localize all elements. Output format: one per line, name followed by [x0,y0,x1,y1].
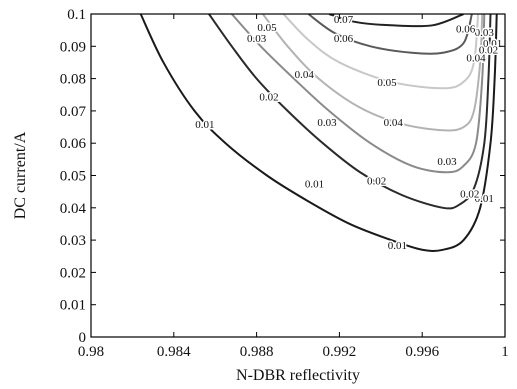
contour-label: 0.03 [475,27,495,39]
x-tick-label: 0.988 [240,344,274,360]
contour-label: 0.05 [377,77,397,89]
y-axis-ticks: 00.010.020.030.040.050.060.070.080.090.1 [60,7,505,346]
contour-label: 0.06 [334,33,354,45]
contour-label: 0.06 [456,24,476,36]
contour-label: 0.07 [334,14,354,26]
y-tick-label: 0.05 [60,169,86,185]
contour-label: 0.05 [257,22,277,34]
y-tick-label: 0.08 [60,72,86,88]
plot-frame [90,13,506,338]
y-tick-label: 0.09 [60,39,86,55]
contour-label: 0.03 [437,156,457,168]
contour-label: 0.04 [466,53,486,65]
contour-label: 0.02 [479,45,498,57]
contour-labels: 0.010.010.010.010.010.020.020.020.020.03… [194,12,504,253]
contour-line-0-02 [208,14,492,210]
contour-line-0-03 [231,14,486,174]
y-tick-label: 0.06 [60,136,87,152]
x-tick-label: 0.992 [323,344,357,360]
y-tick-label: 0.1 [67,7,86,23]
contour-label: 0.03 [247,33,267,45]
contour-line-0-05 [282,14,480,90]
contour-line-0-07 [328,14,464,28]
x-tick-label: 0.996 [405,344,439,360]
y-tick-label: 0.03 [60,233,86,249]
contour-label: 0.03 [317,117,337,129]
y-tick-label: 0.01 [60,298,86,314]
contour-line-0-06 [307,14,473,55]
contour-label: 0.01 [305,179,324,191]
contour-line-0-01 [139,14,498,253]
contour-label: 0.01 [475,193,494,205]
x-tick-label: 0.98 [78,344,104,360]
x-axis-ticks: 0.98 0.984 0.988 0.992 0.996 1 [78,14,509,360]
contour-label: 0.01 [195,119,214,131]
contour-label: 0.02 [367,175,386,187]
x-tick-label: 0.984 [157,344,191,360]
contour-label: 0.04 [295,69,315,81]
contour-label: 0.01 [483,38,502,50]
y-axis-title: DC current/A [12,131,29,219]
y-tick-label: 0 [79,330,87,346]
x-axis-title: N-DBR reflectivity [236,367,360,384]
contour-line-0-04 [262,14,484,132]
contour-label: 0.04 [384,117,404,129]
contour-label: 0.02 [460,188,479,200]
y-tick-label: 0.02 [60,265,86,281]
contour-lines [139,14,498,253]
y-tick-label: 0.07 [60,104,87,120]
x-tick-label: 1 [501,344,509,360]
y-tick-label: 0.04 [60,201,87,217]
contour-label: 0.02 [259,91,278,103]
contour-label: 0.01 [388,240,407,252]
